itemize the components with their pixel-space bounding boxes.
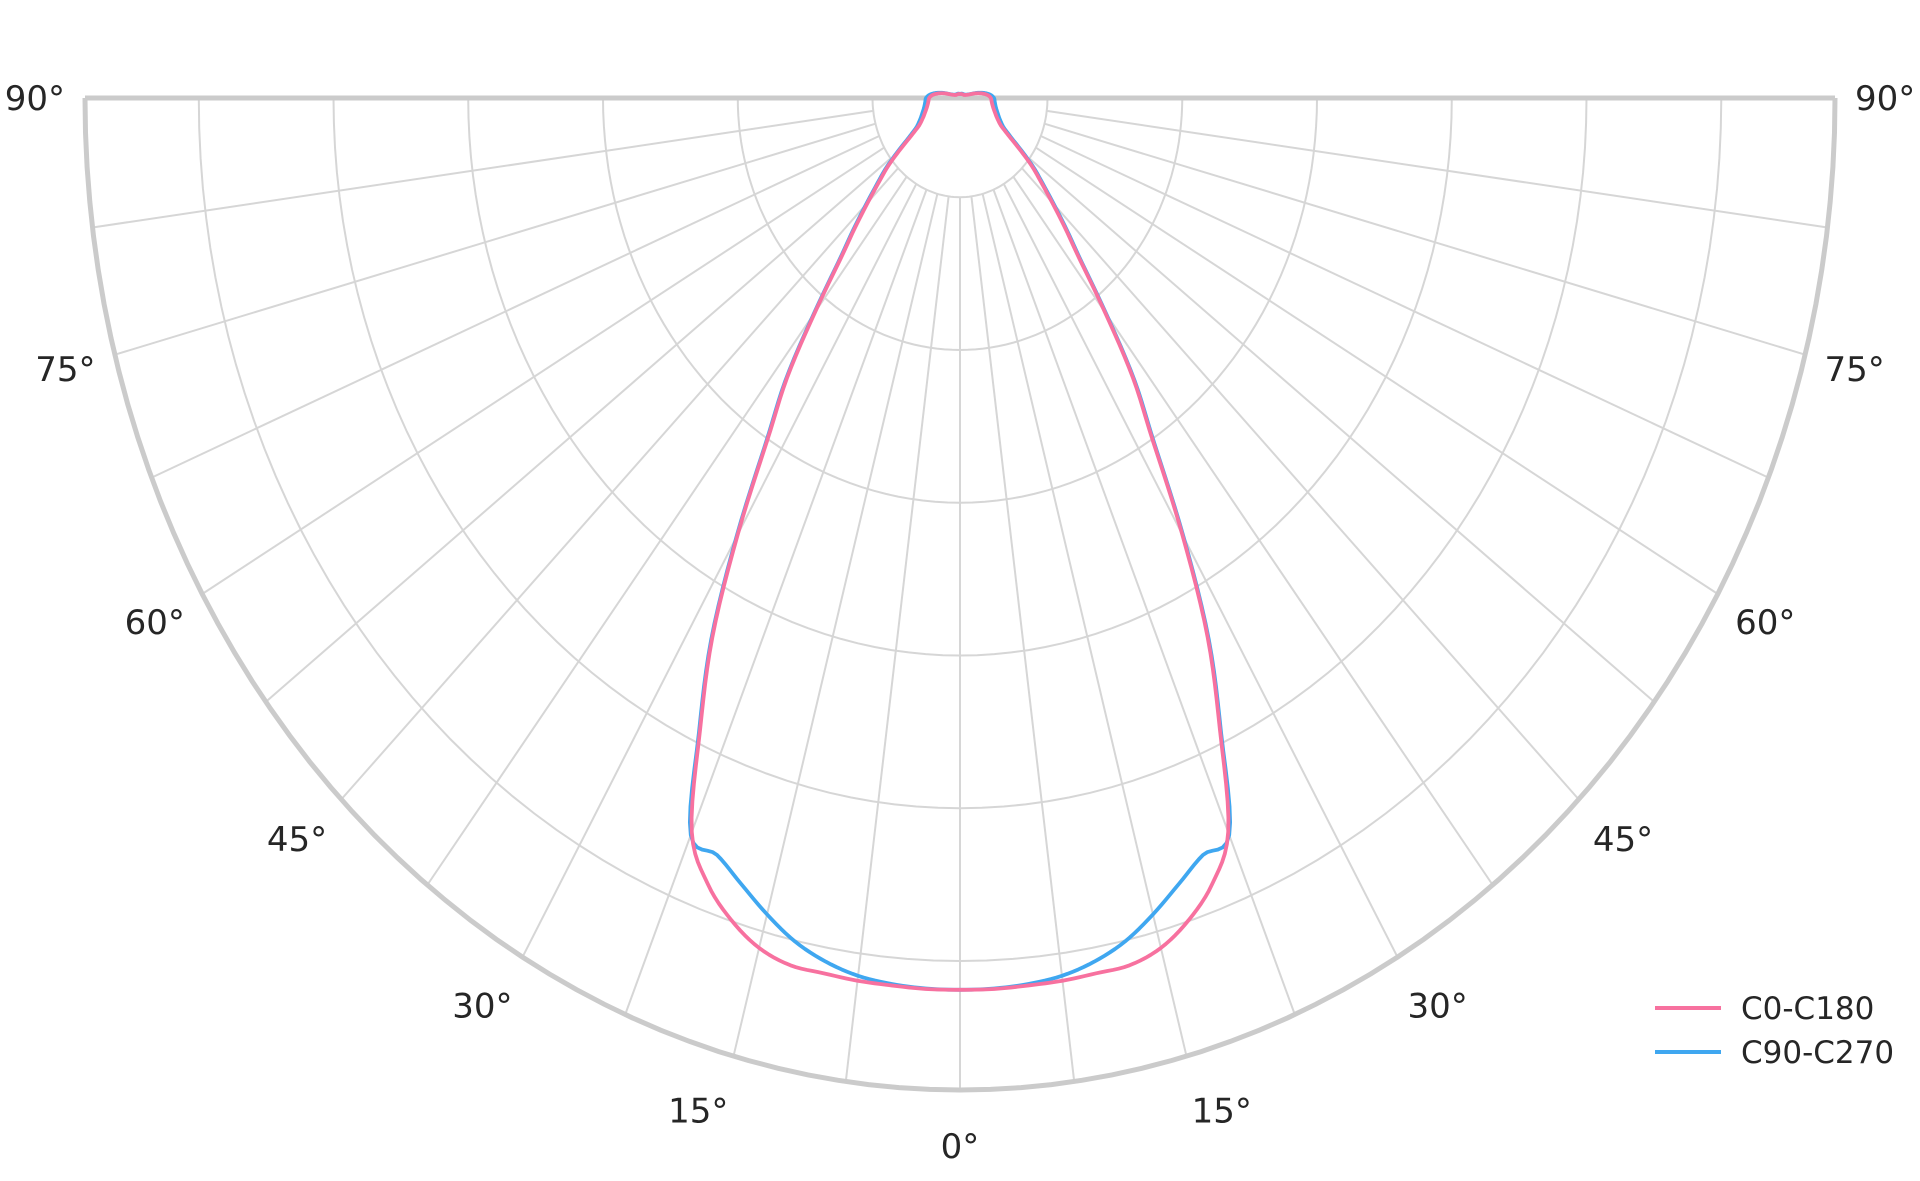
- theta-gridline: [624, 189, 928, 1015]
- theta-gridline: [521, 183, 918, 958]
- theta-gridline: [201, 146, 885, 595]
- theta-gridline: [1012, 176, 1494, 886]
- theta-tick-label: 15°: [1192, 1091, 1252, 1131]
- theta-gridline: [1028, 157, 1655, 703]
- theta-gridline: [1046, 109, 1828, 229]
- curve-c0-c180: [689, 91, 1231, 992]
- theta-tick-label: 0°: [941, 1127, 980, 1167]
- series-curves: [687, 90, 1233, 992]
- theta-tick-label: 15°: [668, 1091, 728, 1131]
- theta-gridline: [92, 109, 874, 229]
- theta-gridline: [1040, 135, 1769, 479]
- theta-tick-label: 75°: [35, 350, 95, 390]
- legend-label-c0-c180: C0-C180: [1741, 991, 1874, 1027]
- theta-gridline: [114, 122, 876, 356]
- theta-tick-label: 45°: [267, 820, 327, 860]
- theta-gridline: [265, 157, 892, 703]
- theta-gridline: [151, 135, 880, 479]
- legend: C0-C180 C90-C270: [1655, 991, 1894, 1071]
- polar-grid: [82, 95, 1838, 1093]
- theta-gridline: [1044, 122, 1806, 356]
- theta-gridline: [970, 196, 1076, 1082]
- theta-gridline: [992, 189, 1296, 1015]
- theta-gridline: [426, 176, 908, 886]
- theta-gridline: [1035, 146, 1719, 595]
- theta-tick-label: 60°: [125, 603, 185, 643]
- theta-gridline: [340, 167, 899, 801]
- theta-tick-label: 30°: [452, 987, 512, 1027]
- theta-gridline: [844, 196, 950, 1082]
- theta-tick-label: 90°: [1855, 79, 1915, 119]
- theta-tick-labels: 90° 90° 75° 75° 60° 60° 45° 45° 30° 30° 15° 15° 0°: [5, 79, 1916, 1167]
- theta-tick-label: 60°: [1735, 603, 1795, 643]
- theta-gridline: [732, 193, 939, 1057]
- theta-tick-label: 30°: [1408, 987, 1468, 1027]
- theta-gridline: [981, 193, 1188, 1057]
- theta-gridline: [1002, 183, 1399, 958]
- legend-label-c90-c270: C90-C270: [1741, 1035, 1894, 1071]
- theta-gridline: [1021, 167, 1580, 801]
- theta-tick-label: 75°: [1825, 350, 1885, 390]
- theta-tick-label: 90°: [5, 79, 65, 119]
- theta-tick-label: 45°: [1593, 820, 1653, 860]
- polar-outer-boundary: [82, 97, 1838, 1093]
